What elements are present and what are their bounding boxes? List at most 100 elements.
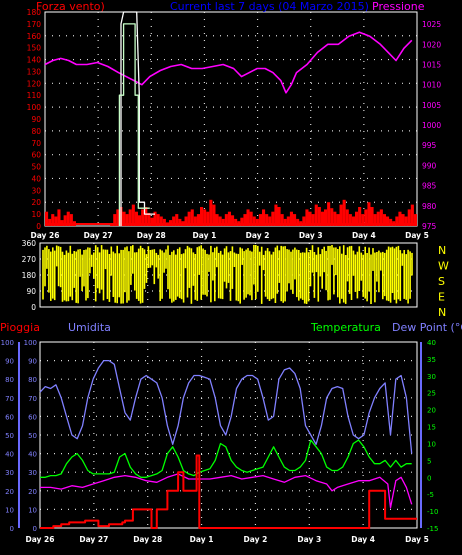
top-right-tick: 1000 <box>422 121 441 130</box>
humidity-tick: 100 <box>24 339 37 347</box>
direction-tick: 180 <box>22 271 37 280</box>
wind-bar <box>262 209 266 226</box>
humidity-tick: 20 <box>28 488 37 496</box>
wind-bar <box>280 214 284 226</box>
wind-bar <box>221 218 225 226</box>
bottom-x-tick: Day 3 <box>297 535 321 544</box>
bottom-x-tick: Day 5 <box>405 535 429 544</box>
wind-bar <box>200 207 204 226</box>
temperature-tick: -15 <box>427 525 438 533</box>
wind-bar <box>401 214 405 226</box>
bottom-x-axis: Day 26 Day 27 Day 28 Day 1 Day 2 Day 3 Day 4 Da… <box>26 535 429 544</box>
wind-bar <box>277 207 281 226</box>
wind-bar <box>203 209 207 226</box>
wind-bar <box>317 207 321 226</box>
top-left-tick: 160 <box>27 32 42 41</box>
wind-bar <box>330 208 334 226</box>
direction-tick: 90 <box>26 287 36 296</box>
wind-bar <box>367 202 371 226</box>
wind-bar <box>370 207 374 226</box>
top-left-tick: 20 <box>31 198 41 207</box>
top-right-tick: 1005 <box>422 101 441 110</box>
wind-bar <box>48 218 52 226</box>
pressure-label: Pressione <box>372 0 425 13</box>
top-grid <box>45 12 417 226</box>
humidity-tick: 0 <box>33 525 37 533</box>
rain-tick: 100 <box>1 339 14 347</box>
bottom-x-tick: Day 1 <box>190 535 214 544</box>
top-x-tick: Day 2 <box>246 231 270 240</box>
wind-bar <box>364 209 368 226</box>
rain-tick: 10 <box>5 506 14 514</box>
wind-bar <box>339 204 343 226</box>
top-left-tick: 30 <box>31 186 41 195</box>
direction-bars <box>42 245 413 304</box>
humidity-tick: 30 <box>28 469 37 477</box>
wind-bar <box>69 214 73 226</box>
wind-bar <box>122 211 126 226</box>
bottom-x-tick: Day 28 <box>133 535 162 544</box>
top-left-tick: 90 <box>31 115 41 124</box>
top-right-tick: 1025 <box>422 20 441 29</box>
wind-bar <box>342 199 346 226</box>
wind-bar <box>302 216 306 226</box>
top-right-tick: 995 <box>422 141 437 150</box>
temperature-tick: 25 <box>427 390 436 398</box>
wind-bar <box>358 207 362 226</box>
temperature-tick: 15 <box>427 424 436 432</box>
wind-bar <box>345 209 349 226</box>
wind-bar <box>324 209 328 226</box>
direction-tick: 270 <box>22 255 37 264</box>
wind-bar <box>407 209 411 226</box>
wind-bar <box>187 211 191 226</box>
compass-label: N <box>438 306 446 319</box>
temperature-tick: 35 <box>427 356 436 364</box>
rain-label: Pioggia <box>0 321 40 334</box>
wind-bar <box>289 211 293 226</box>
wind-bar <box>274 204 278 226</box>
top-left-tick: 0 <box>36 222 41 231</box>
wind-bar <box>249 211 253 226</box>
wind-bar <box>271 211 275 226</box>
rain-tick: 50 <box>5 432 14 440</box>
series-raffica <box>120 11 155 226</box>
temperature-tick: 30 <box>427 373 436 381</box>
wind-bar <box>308 211 312 226</box>
top-left-tick: 80 <box>31 127 41 136</box>
top-left-tick: 100 <box>27 103 42 112</box>
wind-bar <box>212 204 216 226</box>
wind-bar <box>314 204 318 226</box>
wind-bar <box>147 212 151 226</box>
wind-bar <box>413 214 417 226</box>
humidity-tick: 80 <box>28 376 37 384</box>
top-right-tick: 1010 <box>422 81 441 90</box>
top-left-tick: 10 <box>31 210 41 219</box>
top-right-axis: 1025 1020 1015 1010 1005 1000 995 990 985 980 975 <box>422 20 441 231</box>
direction-tick: 360 <box>22 239 37 248</box>
top-series <box>44 11 413 226</box>
rain-tick: 60 <box>5 413 14 421</box>
wind-bar <box>63 215 67 226</box>
wind-bar <box>386 216 390 226</box>
temperature-tick: -5 <box>427 491 434 499</box>
top-right-tick: 1015 <box>422 60 441 69</box>
wind-bar <box>45 211 49 226</box>
wind-bar <box>162 218 166 226</box>
compass-label: E <box>438 291 445 304</box>
dew-point-label: Dew Point (°C) <box>392 321 462 334</box>
wind-bar <box>379 209 383 226</box>
top-left-tick: 120 <box>27 79 42 88</box>
wind-bar <box>206 211 210 226</box>
wind-bar <box>57 209 61 226</box>
wind-bar <box>395 216 399 226</box>
top-left-tick: 40 <box>31 174 41 183</box>
rain-tick: 80 <box>5 376 14 384</box>
wind-bars <box>45 199 417 226</box>
humidity-tick: 40 <box>28 451 37 459</box>
wind-bar <box>373 214 377 226</box>
wind-bar <box>175 214 179 226</box>
wind-bar <box>156 214 160 226</box>
wind-bar <box>410 204 414 226</box>
